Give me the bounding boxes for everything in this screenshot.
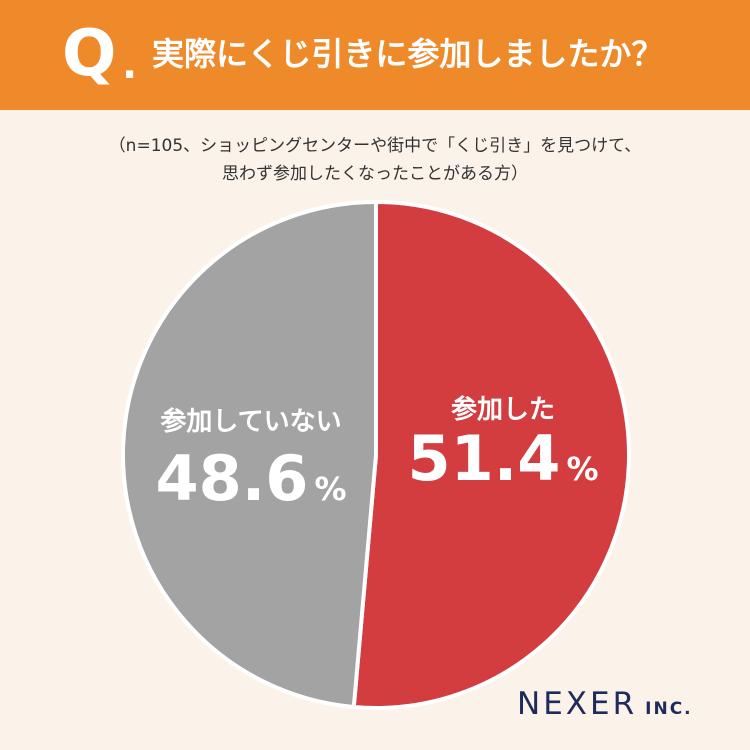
nexer-logo: NEXER INC. xyxy=(517,684,693,729)
pie-slice xyxy=(351,200,631,710)
slice-value-label: 48.6% xyxy=(155,442,346,515)
slice-value-number: 51.4 xyxy=(407,422,560,495)
pie-slice xyxy=(121,200,378,710)
slice-value-unit: % xyxy=(314,470,346,508)
slice-name-label: 参加していない xyxy=(160,406,341,437)
sample-note-line-2: 思わず参加したくなったことがある方） xyxy=(222,164,528,184)
pie-slices xyxy=(121,200,631,710)
slice-value-number: 48.6 xyxy=(155,442,308,515)
logo-main-text: NEXER xyxy=(517,686,638,722)
question-mark-dot: . xyxy=(122,42,138,88)
logo-suffix-text: INC. xyxy=(645,699,693,719)
slice-value-unit: % xyxy=(566,450,598,488)
header-bar: Q . 実際にくじ引きに参加しましたか？ xyxy=(0,0,750,110)
sample-note-line-1: （n=105、ショッピングセンターや街中で「くじ引き」を見つけて、 xyxy=(108,136,642,156)
question-title: 実際にくじ引きに参加しましたか？ xyxy=(152,35,664,73)
slice-name-label: 参加した xyxy=(451,394,555,425)
question-mark-q: Q xyxy=(62,17,117,91)
slice-value-label: 51.4% xyxy=(407,422,598,495)
